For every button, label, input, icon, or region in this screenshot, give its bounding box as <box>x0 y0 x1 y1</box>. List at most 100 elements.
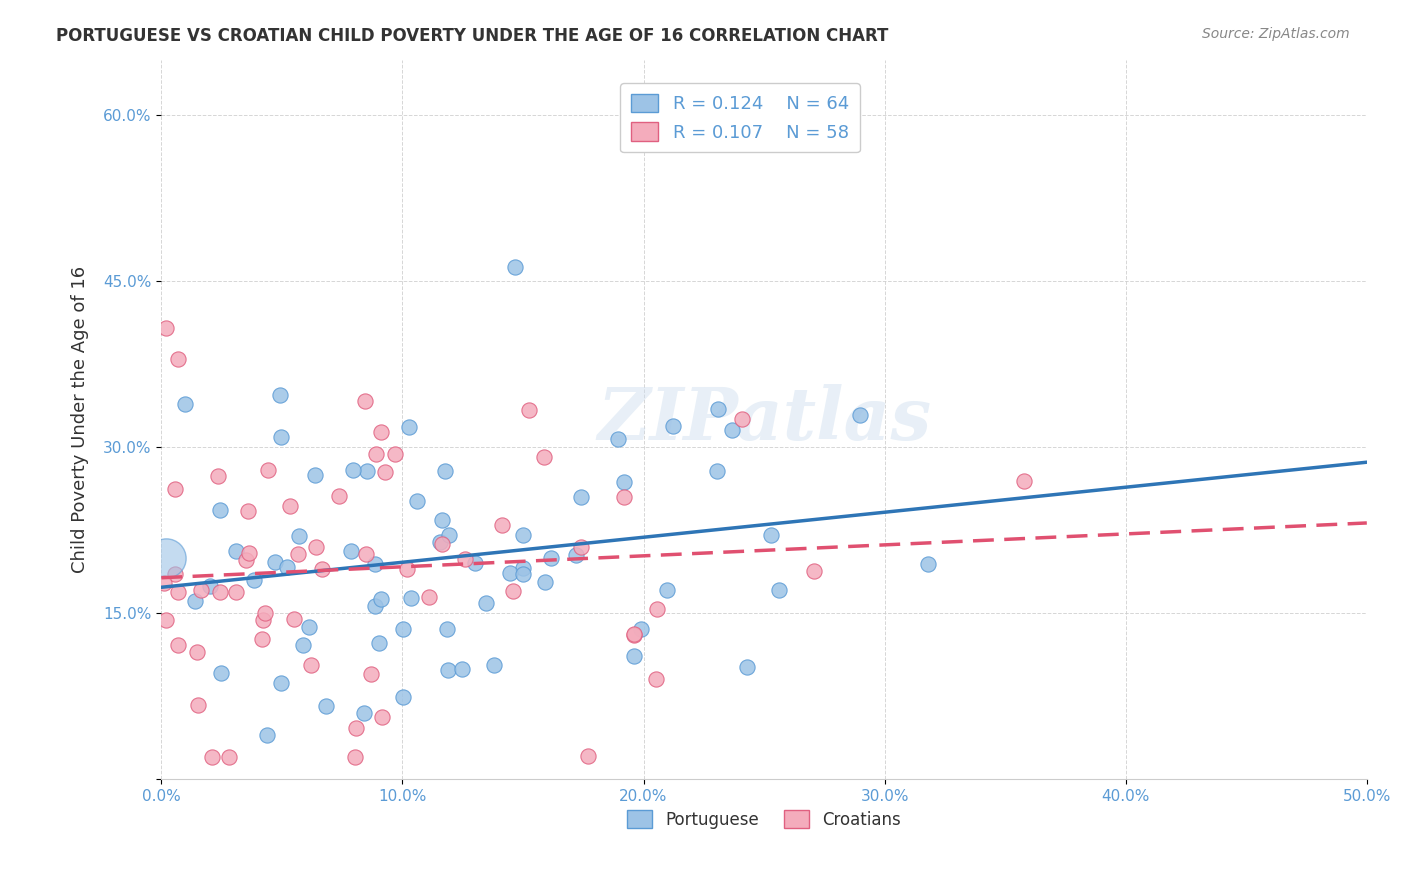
Point <box>163 482 186 496</box>
Point <box>364 557 387 571</box>
Point <box>292 638 315 652</box>
Point <box>662 419 685 434</box>
Point <box>250 632 273 647</box>
Point <box>184 594 207 608</box>
Point <box>398 419 420 434</box>
Point <box>623 628 645 642</box>
Point <box>434 464 457 478</box>
Point <box>735 659 758 673</box>
Point <box>418 591 440 605</box>
Point <box>503 260 526 274</box>
Point <box>768 582 790 597</box>
Point <box>366 447 388 461</box>
Point <box>187 698 209 712</box>
Point <box>623 648 645 663</box>
Point <box>721 424 744 438</box>
Point <box>270 430 292 444</box>
Point <box>534 574 557 589</box>
Point <box>276 559 298 574</box>
Point <box>502 584 524 599</box>
Point <box>759 528 782 542</box>
Point <box>606 432 628 446</box>
Point <box>364 599 387 613</box>
Point <box>287 547 309 561</box>
Point <box>328 489 350 503</box>
Point <box>406 493 429 508</box>
Point <box>288 529 311 543</box>
Y-axis label: Child Poverty Under the Age of 16: Child Poverty Under the Age of 16 <box>72 266 89 573</box>
Point <box>437 663 460 677</box>
Point <box>344 721 367 735</box>
Point <box>315 699 337 714</box>
Point <box>167 638 190 652</box>
Point <box>464 556 486 570</box>
Text: Source: ZipAtlas.com: Source: ZipAtlas.com <box>1202 27 1350 41</box>
Point <box>342 462 364 476</box>
Point <box>439 528 461 542</box>
Text: ZIPatlas: ZIPatlas <box>598 384 931 455</box>
Point <box>155 320 177 334</box>
Point <box>278 499 301 513</box>
Point <box>399 591 422 605</box>
Point <box>540 551 562 566</box>
Point <box>207 469 229 483</box>
Point <box>209 665 232 680</box>
Point <box>569 541 592 555</box>
Point <box>475 596 498 610</box>
Point <box>165 566 187 581</box>
Point <box>340 543 363 558</box>
Point <box>430 537 453 551</box>
Point <box>254 606 277 620</box>
Point <box>491 517 513 532</box>
Point <box>311 561 333 575</box>
Point <box>644 672 666 686</box>
Point <box>429 535 451 549</box>
Point <box>356 464 378 478</box>
Point <box>304 468 326 483</box>
Point <box>257 463 280 477</box>
Point <box>370 425 392 439</box>
Point <box>576 748 599 763</box>
Point <box>236 503 259 517</box>
Point <box>353 706 375 720</box>
Point <box>707 402 730 417</box>
Point <box>270 675 292 690</box>
Point <box>298 620 321 634</box>
Point <box>370 592 392 607</box>
Point <box>371 710 394 724</box>
Point <box>436 622 458 636</box>
Point <box>450 662 472 676</box>
Point <box>430 512 453 526</box>
Point <box>235 553 257 567</box>
Point <box>533 450 555 465</box>
Point <box>225 584 247 599</box>
Legend: Portuguese, Croatians: Portuguese, Croatians <box>620 804 908 835</box>
Point <box>167 585 190 599</box>
Point <box>256 728 278 742</box>
Point <box>374 465 396 479</box>
Text: PORTUGUESE VS CROATIAN CHILD POVERTY UNDER THE AGE OF 16 CORRELATION CHART: PORTUGUESE VS CROATIAN CHILD POVERTY UND… <box>56 27 889 45</box>
Point <box>283 612 305 626</box>
Point <box>392 622 415 636</box>
Point <box>384 447 406 461</box>
Point <box>360 667 382 681</box>
Point <box>499 566 522 581</box>
Point <box>209 503 232 517</box>
Point <box>630 623 652 637</box>
Point <box>392 690 415 704</box>
Point <box>198 579 221 593</box>
Point <box>167 351 190 366</box>
Point <box>354 547 377 561</box>
Point <box>803 564 825 578</box>
Point <box>655 582 678 597</box>
Point <box>269 388 291 402</box>
Point <box>174 397 197 411</box>
Point <box>706 464 728 478</box>
Point <box>395 562 418 576</box>
Point <box>731 412 754 426</box>
Point <box>565 548 588 562</box>
Point <box>209 584 232 599</box>
Point <box>238 546 260 560</box>
Point <box>353 393 375 408</box>
Point <box>454 552 477 566</box>
